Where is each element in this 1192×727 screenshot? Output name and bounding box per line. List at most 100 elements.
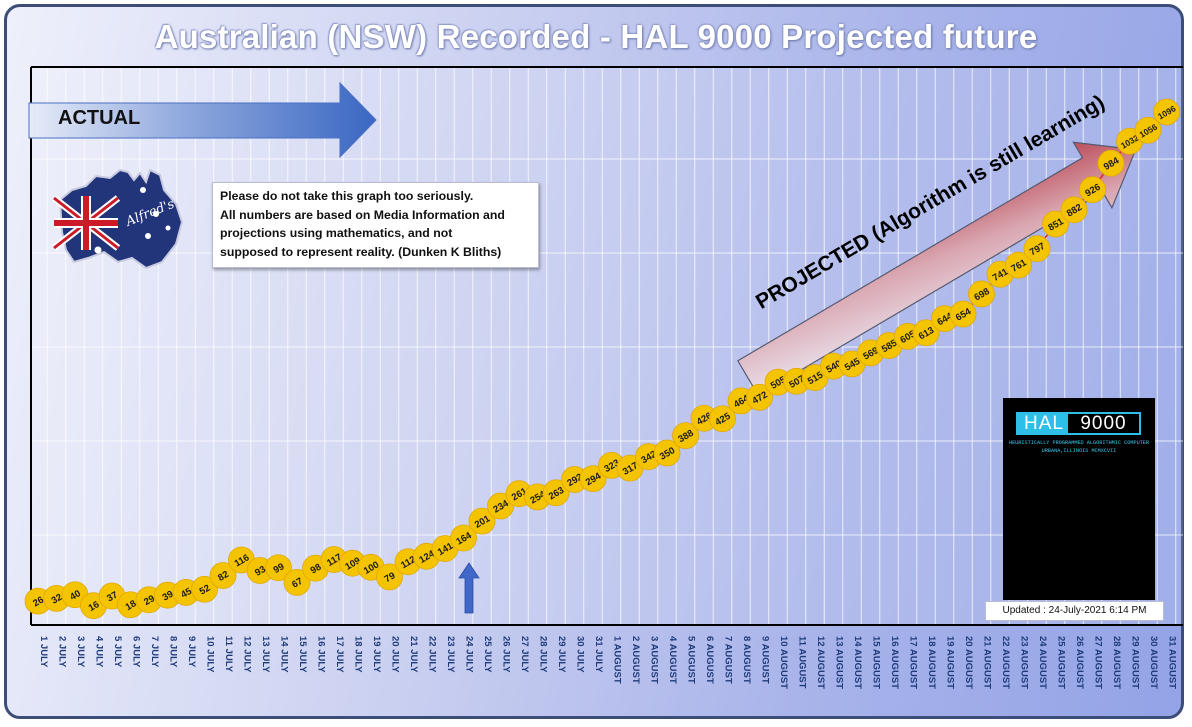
note-line: projections using mathematics, and not: [220, 226, 453, 240]
x-tick-label: 9 JULY: [186, 636, 197, 668]
data-point-marker: [542, 479, 570, 507]
disclaimer-note: Please do not take this graph too seriou…: [212, 182, 539, 268]
x-tick-label: 15 AUGUST: [871, 636, 882, 689]
data-point: 1096: [1153, 98, 1180, 126]
x-tick-label: 21 AUGUST: [982, 636, 993, 689]
data-point-marker: [912, 319, 940, 347]
x-tick-label: 14 JULY: [279, 636, 290, 673]
hal-subtitle-1: HEURISTICALLY PROGRAMMED ALGORITHMIC COM…: [1008, 440, 1150, 446]
x-tick-label: 13 JULY: [260, 636, 271, 673]
x-tick-label: 18 JULY: [353, 636, 364, 673]
data-point-marker: [672, 422, 699, 450]
australia-flag-map: Alfred's: [51, 168, 184, 270]
data-point: 79: [376, 563, 403, 591]
x-tick-label: 3 JULY: [75, 636, 86, 668]
x-tick-label: 17 JULY: [334, 636, 345, 673]
x-tick-label: 21 JULY: [408, 636, 419, 673]
data-point-marker: [579, 465, 607, 493]
x-tick-label: 12 JULY: [242, 636, 253, 673]
x-tick-label: 16 JULY: [316, 636, 327, 673]
x-tick-label: 22 JULY: [427, 636, 438, 673]
actual-arrow: [28, 81, 377, 159]
x-tick-label: 25 AUGUST: [1056, 636, 1067, 689]
x-tick-label: 11 JULY: [223, 636, 234, 673]
x-tick-label: 1 JULY: [38, 636, 49, 668]
data-point: 263: [542, 479, 570, 507]
data-point-marker: [968, 280, 995, 308]
note-line: supposed to represent reality. (Dunken K…: [220, 244, 502, 259]
data-point: 761: [1005, 251, 1032, 279]
data-point: 613: [912, 319, 940, 347]
data-point-label: 67: [290, 576, 305, 591]
x-tick-label: 9 AUGUST: [760, 636, 771, 684]
x-tick-label: 11 AUGUST: [797, 636, 808, 689]
data-point-marker: [1097, 149, 1125, 177]
x-tick-label: 7 JULY: [149, 636, 160, 668]
data-point: 18: [117, 591, 144, 619]
hal-number: 9000: [1066, 412, 1141, 435]
x-tick-label: 23 JULY: [445, 636, 456, 673]
data-point-marker: [283, 568, 311, 596]
x-tick-label: 7 AUGUST: [723, 636, 734, 684]
data-point: 926: [1079, 176, 1106, 204]
data-point: 425: [709, 405, 736, 433]
x-tick-label: 25 JULY: [482, 636, 493, 673]
data-point-label: 98: [309, 562, 324, 577]
data-point-label: 26: [31, 595, 46, 610]
data-point: 654: [949, 300, 977, 328]
x-tick-label: 20 JULY: [390, 636, 401, 673]
data-point: 797: [1023, 235, 1051, 263]
x-tick-label: 30 AUGUST: [1148, 636, 1159, 689]
data-point-marker: [450, 524, 477, 552]
x-tick-label: 16 AUGUST: [889, 636, 900, 689]
x-tick-label: 20 AUGUST: [963, 636, 974, 689]
x-tick-label: 3 AUGUST: [649, 636, 660, 684]
data-point: 350: [653, 439, 681, 467]
x-tick-label: 28 AUGUST: [1111, 636, 1122, 689]
data-point-marker: [1060, 196, 1088, 224]
x-tick-label: 19 JULY: [371, 636, 382, 673]
x-tick-label: 19 AUGUST: [945, 636, 956, 689]
data-point-marker: [191, 575, 218, 603]
x-tick-label: 24 JULY: [464, 636, 475, 673]
hal-subtitle-2: URBANA,ILLINOIS MCMXCVII: [1041, 448, 1117, 454]
updated-timestamp: Updated : 24-July-2021 6:14 PM: [985, 601, 1164, 621]
x-tick-label: 14 AUGUST: [852, 636, 863, 689]
data-point: 67: [283, 568, 311, 596]
data-point: 984: [1097, 149, 1125, 177]
data-point: 82: [209, 562, 237, 589]
x-tick-label: 28 JULY: [538, 636, 549, 673]
x-tick-label: 31 JULY: [593, 636, 604, 673]
x-tick-label: 6 JULY: [131, 636, 142, 668]
x-tick-label: 2 JULY: [57, 636, 68, 668]
x-tick-label: 17 AUGUST: [908, 636, 919, 689]
data-point-marker: [209, 562, 237, 589]
data-point-label: 16: [87, 599, 102, 614]
data-point-marker: [1042, 210, 1069, 238]
x-tick-label: 27 AUGUST: [1093, 636, 1104, 689]
x-tick-label: 29 JULY: [556, 636, 567, 673]
x-tick-label: 22 AUGUST: [1000, 636, 1011, 689]
data-point-marker: [1134, 116, 1162, 144]
x-tick-label: 10 JULY: [205, 636, 216, 673]
data-point: 52: [191, 575, 218, 603]
data-point-marker: [709, 405, 736, 433]
x-tick-label: 31 AUGUST: [1167, 636, 1178, 689]
x-tick-label: 5 JULY: [112, 636, 123, 668]
data-point-marker: [1005, 251, 1032, 279]
data-point: 472: [746, 383, 773, 411]
data-point: 99: [265, 554, 292, 582]
data-point-marker: [1023, 235, 1051, 263]
data-point-label: 79: [383, 570, 398, 585]
x-tick-label: 2 AUGUST: [630, 636, 641, 684]
data-point: 294: [579, 465, 607, 493]
x-tick-label: 5 AUGUST: [686, 636, 697, 684]
data-point: 851: [1042, 210, 1069, 238]
x-tick-label: 8 JULY: [168, 636, 179, 668]
x-tick-label: 8 AUGUST: [741, 636, 752, 684]
x-tick-label: 4 JULY: [94, 636, 105, 668]
x-tick-label: 30 JULY: [575, 636, 586, 673]
data-point: 1056: [1134, 116, 1162, 144]
chart-title: Australian (NSW) Recorded - HAL 9000 Pro…: [154, 18, 1038, 55]
